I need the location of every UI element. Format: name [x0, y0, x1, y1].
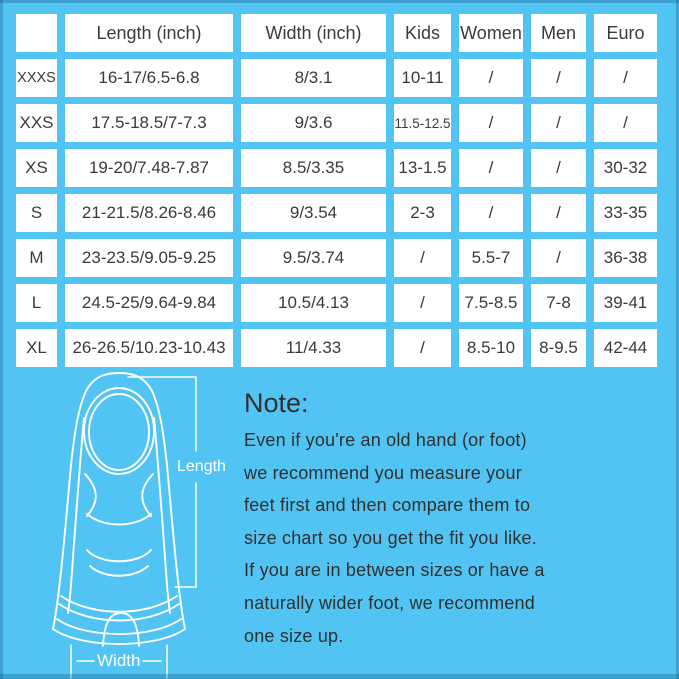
- size-cell: /: [531, 104, 586, 142]
- size-cell: 19-20/7.48-7.87: [65, 149, 233, 187]
- size-cell: 16-17/6.5-6.8: [65, 59, 233, 97]
- size-cell: 8-9.5: [531, 329, 586, 367]
- corner-header-cell: [16, 14, 57, 52]
- size-cell: 11.5-12.5: [394, 104, 451, 142]
- note-section: Note: Even if you're an old hand (or foo…: [244, 388, 545, 652]
- edge-shade-bottom: [0, 674, 679, 679]
- note-line: size chart so you get the fit you like.: [244, 527, 537, 548]
- column-header: Width (inch): [241, 14, 386, 52]
- note-heading: Note:: [244, 388, 309, 418]
- width-dimension-label: Width: [97, 651, 141, 670]
- size-cell: 26-26.5/10.23-10.43: [65, 329, 233, 367]
- size-cell: 8/3.1: [241, 59, 386, 97]
- size-cell: 8.5/3.35: [241, 149, 386, 187]
- size-cell: /: [459, 59, 523, 97]
- size-cell: /: [531, 194, 586, 232]
- size-cell: /: [531, 149, 586, 187]
- note-body: Even if you're an old hand (or foot) we …: [244, 424, 545, 652]
- size-cell: 30-32: [594, 149, 657, 187]
- edge-shade-top: [0, 0, 679, 3]
- size-cell: 7.5-8.5: [459, 284, 523, 322]
- size-row-label: XXXS: [16, 59, 57, 97]
- fin-outline: [52, 372, 186, 647]
- size-cell: /: [594, 59, 657, 97]
- note-line: If you are in between sizes or have a: [244, 560, 545, 581]
- note-line: Even if you're an old hand (or foot): [244, 430, 527, 450]
- size-cell: /: [394, 284, 451, 322]
- note-line: feet first and then compare them to: [244, 495, 531, 516]
- size-row-label: L: [16, 284, 57, 322]
- size-cell: 10.5/4.13: [241, 284, 386, 322]
- size-cell: /: [531, 59, 586, 97]
- size-cell: 33-35: [594, 194, 657, 232]
- size-cell: /: [594, 104, 657, 142]
- size-cell: 8.5-10: [459, 329, 523, 367]
- size-cell: 2-3: [394, 194, 451, 232]
- size-cell: 21-21.5/8.26-8.46: [65, 194, 233, 232]
- size-row-label: M: [16, 239, 57, 277]
- size-cell: 42-44: [594, 329, 657, 367]
- size-cell: 39-41: [594, 284, 657, 322]
- edge-shade-left: [0, 0, 3, 679]
- size-cell: 9/3.54: [241, 194, 386, 232]
- size-row-label: XXS: [16, 104, 57, 142]
- size-cell: 23-23.5/9.05-9.25: [65, 239, 233, 277]
- size-row-label: XS: [16, 149, 57, 187]
- column-header: Women: [459, 14, 523, 52]
- size-row-label: XL: [16, 329, 57, 367]
- column-header: Length (inch): [65, 14, 233, 52]
- note-line: one size up.: [244, 625, 344, 646]
- column-header: Kids: [394, 14, 451, 52]
- size-cell: /: [394, 239, 451, 277]
- fin-diagram: [52, 372, 197, 679]
- size-cell: 5.5-7: [459, 239, 523, 277]
- size-cell: 9/3.6: [241, 104, 386, 142]
- size-cell: 36-38: [594, 239, 657, 277]
- column-header: Men: [531, 14, 586, 52]
- size-cell: /: [531, 239, 586, 277]
- size-cell: /: [459, 194, 523, 232]
- size-cell: 11/4.33: [241, 329, 386, 367]
- size-cell: 13-1.5: [394, 149, 451, 187]
- length-dimension-label: Length: [177, 458, 226, 475]
- size-chart-table: Length (inch) Width (inch) Kids Women Men Eur…: [16, 14, 657, 367]
- size-row-label: S: [16, 194, 57, 232]
- edge-shade-right: [676, 0, 679, 679]
- size-cell: /: [459, 149, 523, 187]
- size-cell: /: [459, 104, 523, 142]
- note-line: naturally wider foot, we recommend: [244, 592, 535, 613]
- size-cell: 10-11: [394, 59, 451, 97]
- size-cell: 24.5-25/9.64-9.84: [65, 284, 233, 322]
- note-line: we recommend you measure your: [244, 462, 522, 483]
- size-cell: 7-8: [531, 284, 586, 322]
- size-cell: 17.5-18.5/7-7.3: [65, 104, 233, 142]
- size-cell: 9.5/3.74: [241, 239, 386, 277]
- size-cell: /: [394, 329, 451, 367]
- measurement-lines: [70, 376, 197, 679]
- column-header: Euro: [594, 14, 657, 52]
